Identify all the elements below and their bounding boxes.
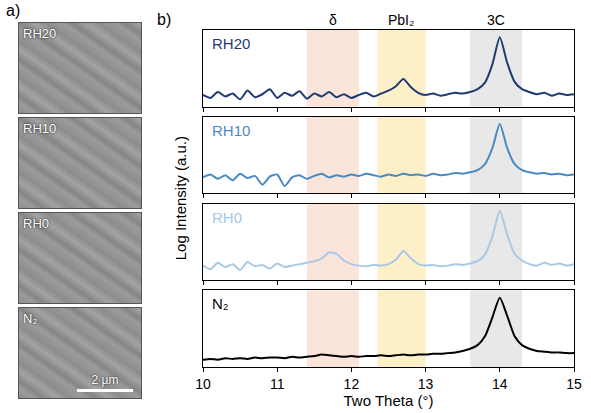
- svg-text:δ: δ: [329, 12, 337, 28]
- svg-text:N₂: N₂: [212, 295, 229, 312]
- svg-text:RH20: RH20: [212, 35, 250, 52]
- svg-text:b): b): [157, 11, 171, 28]
- svg-text:PbI₂: PbI₂: [388, 12, 414, 28]
- html-text:RH10: RH10: [23, 121, 57, 136]
- html-text:RH20: RH20: [23, 26, 57, 41]
- html-text:N₂: N₂: [23, 311, 38, 326]
- svg-text:Two Theta (°): Two Theta (°): [344, 392, 434, 409]
- svg-text:15: 15: [566, 376, 582, 392]
- svg-text:13: 13: [418, 376, 434, 392]
- html-text:RH0: RH0: [23, 216, 49, 231]
- svg-text:3C: 3C: [487, 12, 505, 28]
- svg-text:10: 10: [195, 376, 211, 392]
- svg-text:RH0: RH0: [212, 209, 242, 226]
- svg-text:12: 12: [344, 376, 360, 392]
- html-text:a): a): [6, 2, 21, 19]
- html-text:2 µm: 2 µm: [91, 373, 119, 387]
- svg-text:RH10: RH10: [212, 122, 250, 139]
- svg-text:14: 14: [492, 376, 508, 392]
- svg-text:11: 11: [270, 376, 285, 392]
- svg-text:Log Intensity (a.u.): Log Intensity (a.u.): [172, 136, 189, 260]
